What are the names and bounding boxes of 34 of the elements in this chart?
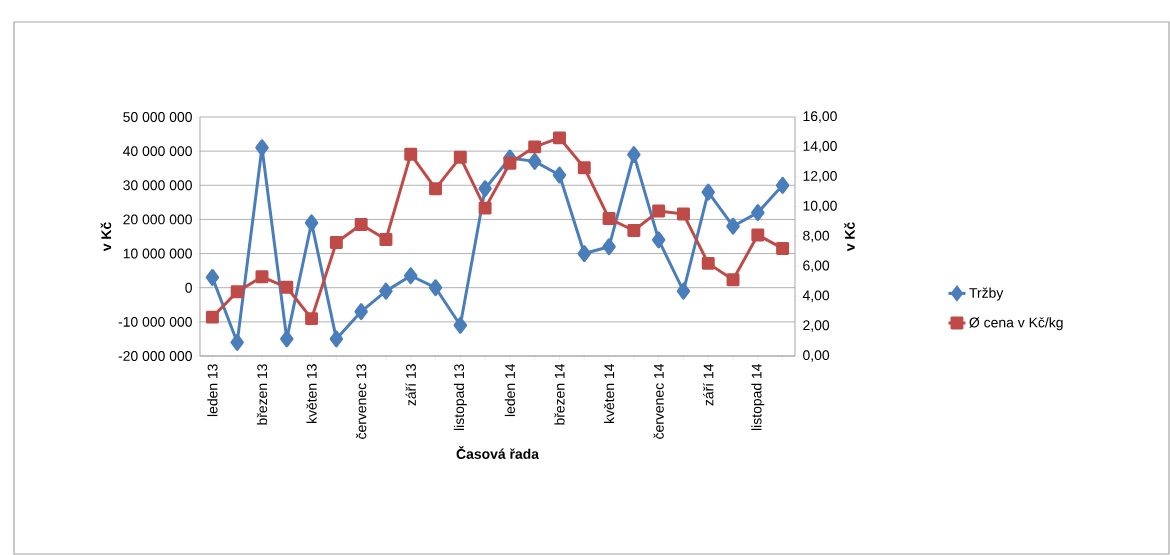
legend-label: Tržby [969,287,1004,301]
y2-tick-label: 14,00 [803,141,837,153]
x-tick-label: březen 14 [554,363,565,425]
y2-tick-label: 8,00 [803,230,830,243]
x-tick-label: leden 14 [504,363,516,417]
y-axis-title: v Kč [100,222,112,252]
y2-tick-label: 4,00 [802,290,830,302]
y-tick-label: 30 000 000 [123,180,192,191]
y2-tick-label: 12,00 [803,170,837,183]
y-tick-label: -10 000 000 [118,316,192,327]
x-tick-label: květen 13 [306,364,317,424]
x-tick-label: září 13 [405,364,416,406]
y-tick-label: 10 000 000 [123,248,192,259]
y2-tick-label: 16,00 [803,111,837,123]
x-tick-label: květen 14 [603,363,615,424]
x-tick-label: červenec 13 [356,364,367,439]
y-tick-label: 40 000 000 [123,146,192,157]
y2-axis-title: v Kč [844,222,855,252]
x-axis-title: Časová řada [456,446,540,459]
x-tick-label: září 14 [703,363,714,406]
y2-tick-label: 2,00 [803,320,830,332]
x-tick-label: listopad 14 [751,363,765,431]
y2-tick-label: 0,00 [803,350,830,362]
y2-tick-label: 10,00 [803,200,837,213]
y2-tick-label: 6,00 [803,260,830,273]
y-tick-label: 20 000 000 [123,214,192,225]
x-tick-label: leden 13 [207,364,218,417]
y-tick-label: -20 000 000 [118,351,192,361]
y-tick-label: 0 [185,282,192,293]
x-tick-label: listopad 13 [453,364,467,431]
legend-label: Ø cena v Kč/kg [969,317,1063,331]
x-tick-label: březen 13 [256,364,268,425]
x-tick-label: červenec 14 [653,363,664,439]
y-tick-label: 50 000 000 [123,112,192,122]
